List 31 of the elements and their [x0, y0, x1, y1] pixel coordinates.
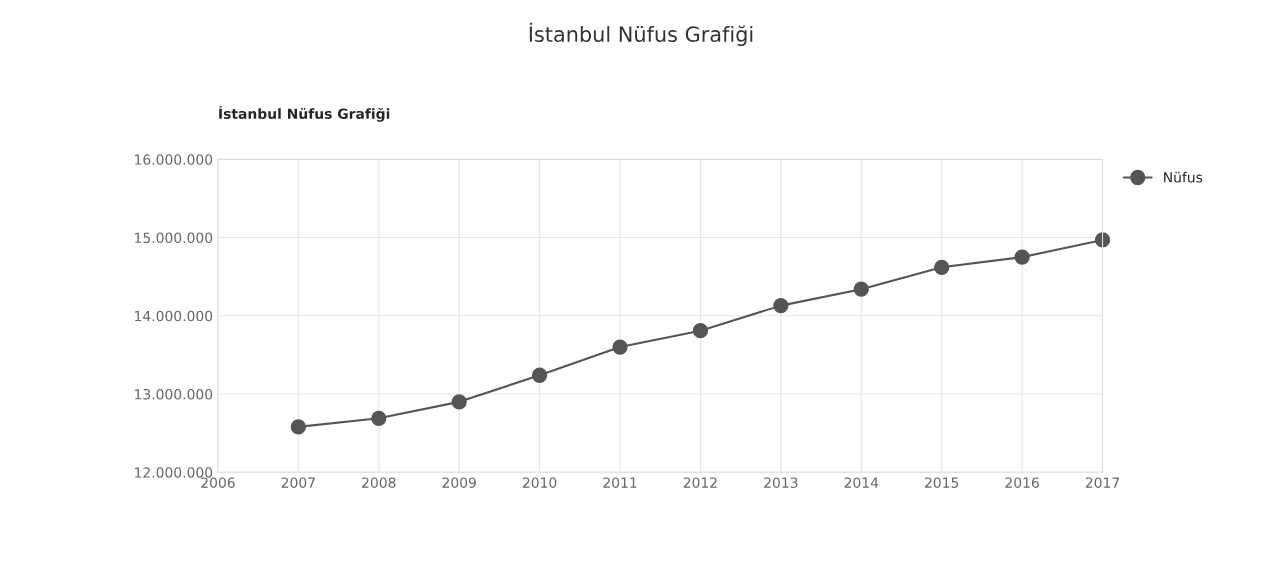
- x-tick-label: 2015: [925, 477, 959, 488]
- point: [1014, 249, 1030, 265]
- x-tick-label: 2017: [1085, 477, 1120, 488]
- point: [612, 339, 628, 355]
- point: [773, 297, 789, 314]
- point: [1094, 232, 1111, 248]
- x-tick-label: 2012: [683, 477, 717, 488]
- x-tick-label: 2010: [522, 477, 557, 488]
- point: [934, 259, 950, 275]
- point: [531, 367, 548, 383]
- x-tick-label: 2011: [603, 477, 637, 488]
- point: [853, 281, 869, 297]
- y-tick-label: 12.000.000: [135, 467, 213, 478]
- y-tick-label: 15.000.000: [135, 232, 213, 244]
- chart-title: İstanbul Nüfus Grafiği: [529, 22, 753, 47]
- point: [290, 419, 306, 435]
- x-tick-label: 2009: [442, 477, 476, 488]
- x-tick-label: 2006: [201, 477, 235, 488]
- y-tick-label: 14.000.000: [135, 310, 213, 322]
- x-tick-label: 2013: [764, 477, 798, 488]
- x-tick-label: 2014: [844, 477, 879, 488]
- point: [451, 394, 467, 410]
- point: [371, 410, 387, 426]
- x-tick-label: 2008: [362, 477, 396, 488]
- legend-label: Nüfus: [1164, 171, 1203, 183]
- x-tick-label: 2016: [1005, 477, 1039, 488]
- y-tick-label: 16.000.000: [135, 154, 213, 165]
- x-tick-label: 2007: [281, 477, 315, 488]
- y-tick-label: 13.000.000: [135, 389, 213, 400]
- chart-subtitle: İstanbul Nüfus Grafiği: [219, 105, 390, 122]
- point: [692, 323, 709, 339]
